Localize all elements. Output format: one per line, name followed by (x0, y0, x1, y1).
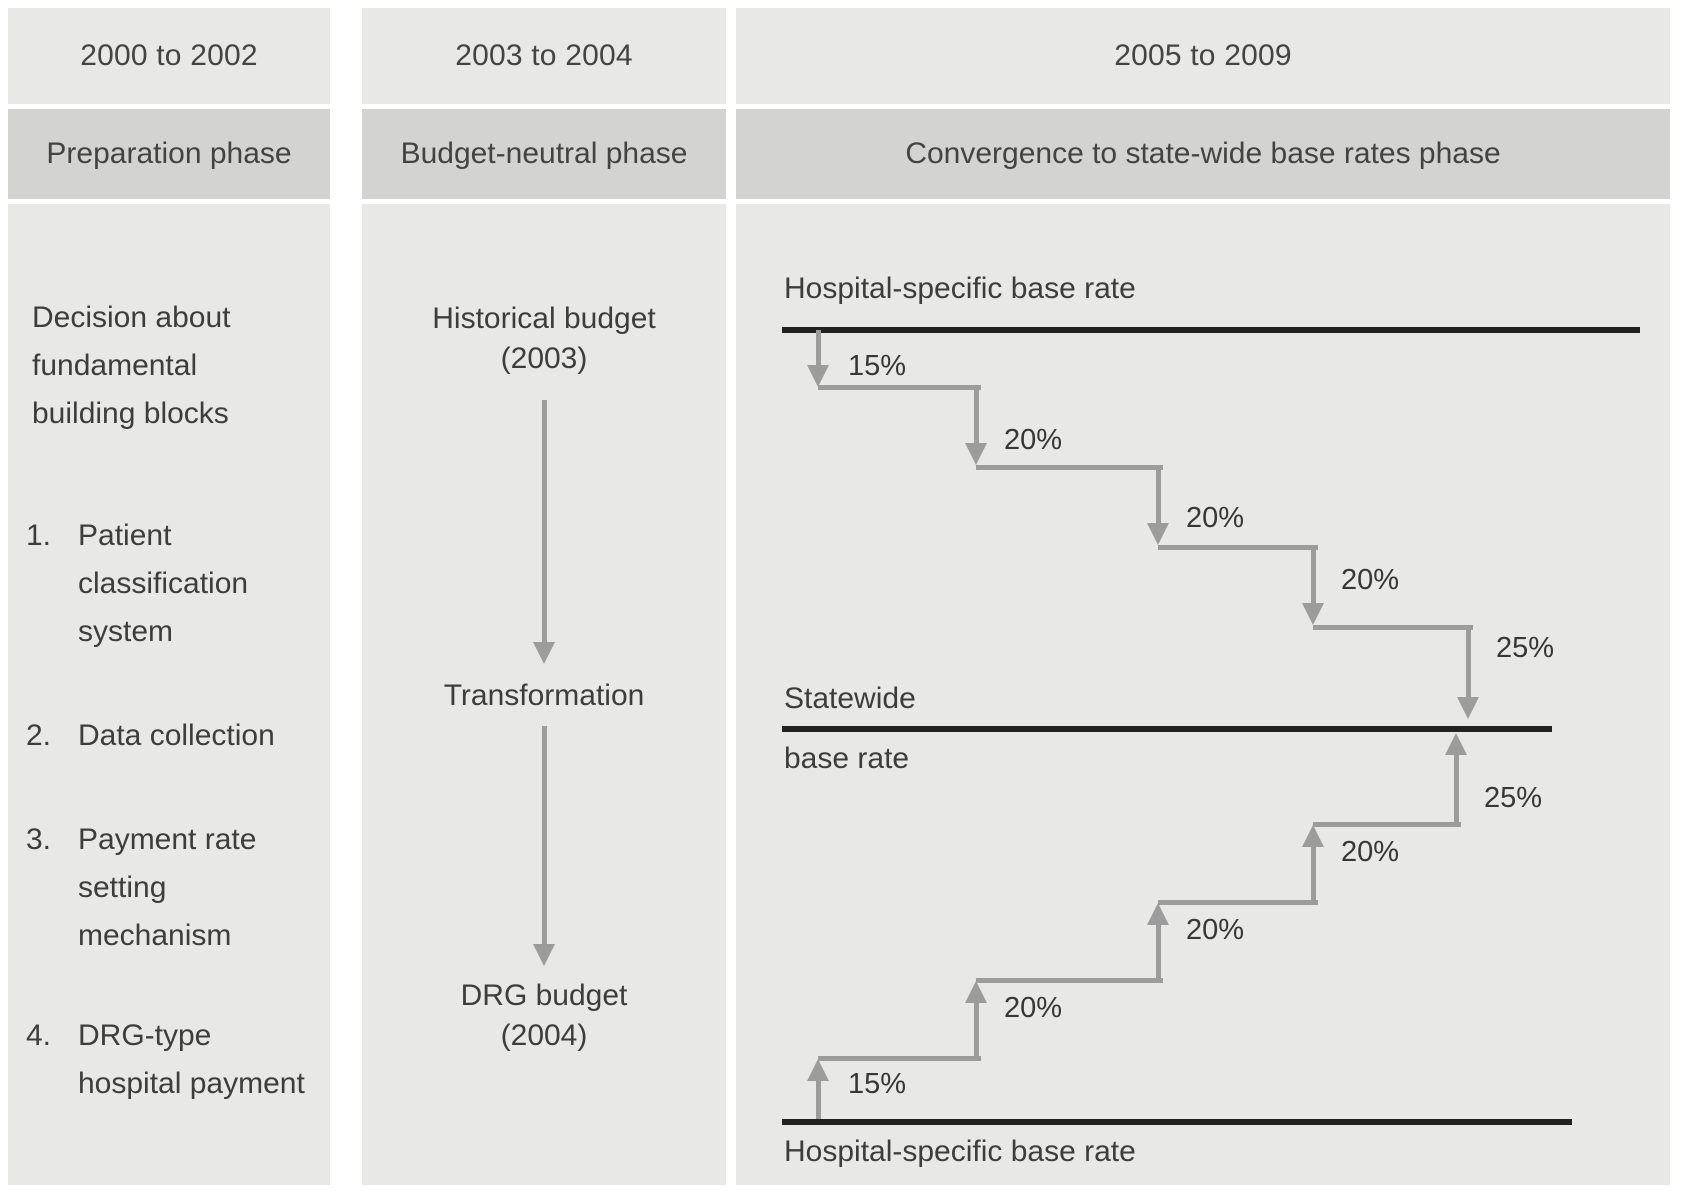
list-item-number: 1. (26, 519, 52, 552)
step-segment (1313, 822, 1461, 827)
top-line-label: Hospital-specific base rate (784, 272, 1136, 305)
statewide-label-line1: Statewide (784, 682, 916, 715)
down-arrow-icon (533, 400, 555, 664)
step-segment (976, 465, 1163, 470)
flow-step-drg-budget: DRG budget (2004) (362, 976, 726, 1056)
step-percent: 25% (1484, 782, 1543, 814)
flow-step-title: Historical budget (432, 302, 656, 335)
flow-step-subtitle: (2003) (500, 342, 588, 375)
intro-text: Decision about fundamental building bloc… (32, 301, 231, 430)
period-header-2: 2003 to 2004 (362, 8, 726, 104)
step-percent: 20% (1004, 424, 1063, 456)
statewide-base-rate-line (782, 726, 1552, 732)
phase-header-1: Preparation phase (8, 109, 330, 199)
up-step-arrow (1302, 825, 1324, 903)
list-item-number: 4. (26, 1019, 52, 1052)
period-label: 2005 to 2009 (1114, 39, 1292, 72)
up-step-arrow (807, 1059, 829, 1119)
step-segment (1158, 545, 1318, 550)
down-arrow-icon (533, 726, 555, 966)
flow-step-transformation: Transformation (362, 676, 726, 716)
period-label: 2000 to 2002 (80, 39, 258, 72)
flow-step-title: Transformation (443, 679, 645, 712)
flow-step-title: DRG budget (460, 979, 628, 1012)
step-segment (1313, 625, 1473, 630)
bottom-base-rate-line (782, 1119, 1572, 1125)
phase-label: Convergence to state-wide base rates pha… (905, 137, 1501, 170)
top-base-rate-line (782, 327, 1640, 333)
list-item-number: 3. (26, 823, 52, 856)
up-step-arrow (1147, 903, 1169, 981)
period-label: 2003 to 2004 (455, 39, 633, 72)
bottom-line-label: Hospital-specific base rate (784, 1135, 1136, 1168)
step-segment (818, 385, 981, 390)
down-step-arrow (1147, 467, 1169, 545)
statewide-label-line2: base rate (784, 742, 910, 775)
down-step-arrow (1457, 627, 1479, 719)
step-percent: 15% (848, 350, 907, 382)
phase-label: Preparation phase (46, 137, 292, 170)
list-item: 1. Patient classification system (26, 512, 330, 656)
step-percent: 20% (1186, 502, 1245, 534)
step-segment (818, 1056, 981, 1061)
step-percent: 20% (1341, 564, 1400, 596)
budget-neutral-body: Historical budget (2003) Transformation … (362, 204, 726, 1185)
phase-header-3: Convergence to state-wide base rates pha… (736, 109, 1670, 199)
flow-step-subtitle: (2004) (500, 1019, 588, 1052)
step-percent: 20% (1341, 836, 1400, 868)
step-segment (1158, 900, 1318, 905)
flow-step-historical-budget: Historical budget (2003) (362, 299, 726, 379)
step-segment (976, 978, 1163, 983)
down-step-arrow (807, 330, 829, 387)
list-item-text: Payment rate setting mechanism (78, 823, 257, 952)
period-header-1: 2000 to 2002 (8, 8, 330, 104)
step-percent: 20% (1186, 914, 1245, 946)
step-percent: 15% (848, 1068, 907, 1100)
down-step-arrow (965, 387, 987, 465)
list-item: 2. Data collection (26, 712, 330, 760)
step-percent: 25% (1496, 632, 1555, 664)
list-item-text: Data collection (78, 719, 275, 752)
list-item: 4. DRG-type hospital payment (26, 1012, 330, 1108)
step-percent: 20% (1004, 992, 1063, 1024)
up-step-arrow (965, 981, 987, 1059)
period-header-3: 2005 to 2009 (736, 8, 1670, 104)
phase-label: Budget-neutral phase (400, 137, 688, 170)
list-item-text: Patient classification system (78, 519, 249, 648)
convergence-body: Hospital-specific base rate 15% 20% 20% … (736, 204, 1670, 1185)
down-step-arrow (1302, 547, 1324, 625)
list-item-number: 2. (26, 719, 52, 752)
up-step-arrow (1445, 733, 1467, 825)
preparation-body: Decision about fundamental building bloc… (8, 204, 330, 1185)
column-preparation: 2000 to 2002 Preparation phase Decision … (8, 8, 330, 1185)
list-item: 3. Payment rate setting mechanism (26, 816, 330, 960)
phase-header-2: Budget-neutral phase (362, 109, 726, 199)
column-budget-neutral: 2003 to 2004 Budget-neutral phase Histor… (362, 8, 726, 1185)
column-convergence: 2005 to 2009 Convergence to state-wide b… (736, 8, 1670, 1185)
list-item-text: DRG-type hospital payment (78, 1019, 305, 1100)
